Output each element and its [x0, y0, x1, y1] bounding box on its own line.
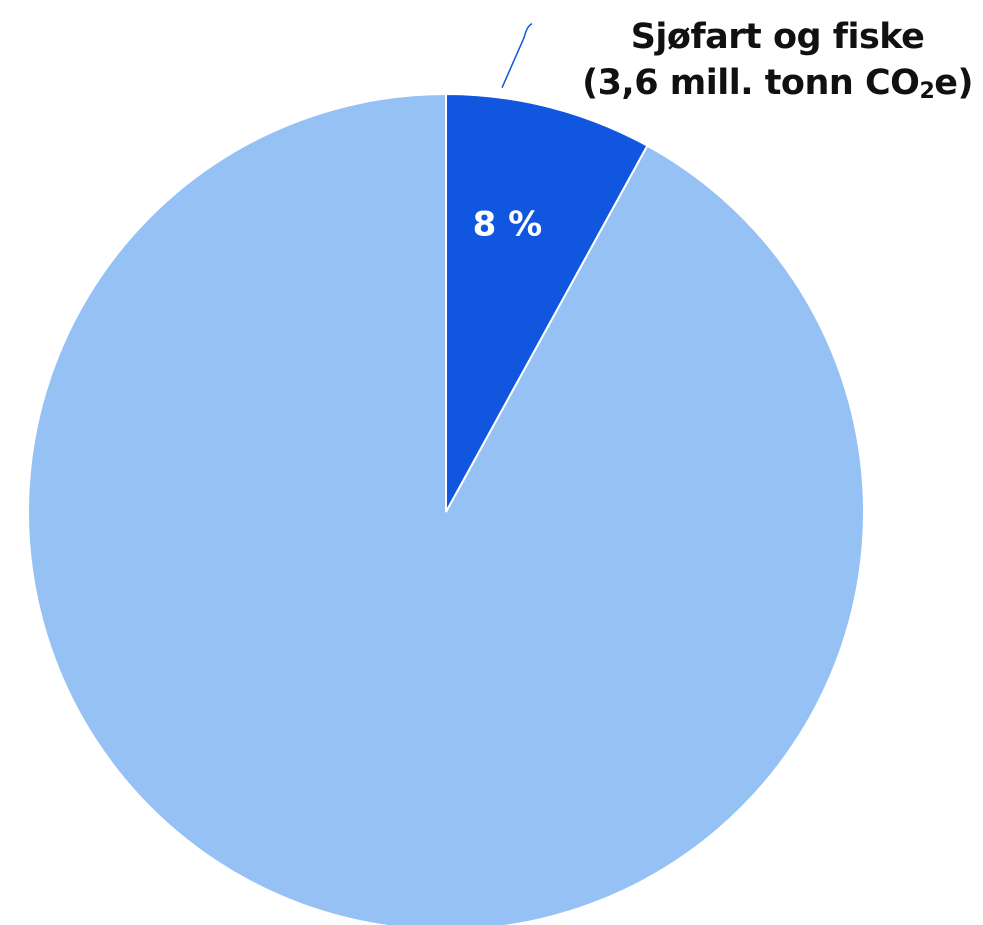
- pie-slice-other: [27, 92, 865, 925]
- callout-label-line2-prefix: (3,6 mill. tonn CO: [582, 63, 920, 103]
- callout-connector-line: [501, 22, 533, 88]
- pie-slices: [27, 92, 865, 925]
- callout-label-line2-suffix: e): [934, 63, 973, 103]
- slice-percent-label-sjofart: 8 %: [473, 204, 543, 244]
- callout-label-subscript: 2: [919, 79, 935, 104]
- callout-label-line1: Sjøfart og fiske: [630, 17, 925, 57]
- callout-label-line2: (3,6 mill. tonn CO2e): [582, 60, 973, 106]
- pie-slice-sjofart-og-fiske: [445, 92, 649, 513]
- slice-callout-label-sjofart: Sjøfart og fiske (3,6 mill. tonn CO2e): [582, 14, 973, 106]
